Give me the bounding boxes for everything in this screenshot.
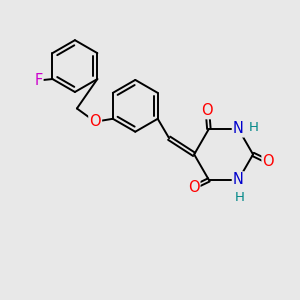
Text: N: N [233, 172, 244, 188]
Text: O: O [262, 154, 274, 169]
Text: H: H [235, 191, 245, 204]
Text: O: O [89, 114, 101, 129]
Text: O: O [202, 103, 213, 118]
Text: O: O [188, 180, 200, 195]
Text: F: F [34, 73, 43, 88]
Text: H: H [249, 121, 259, 134]
Text: N: N [233, 122, 244, 136]
